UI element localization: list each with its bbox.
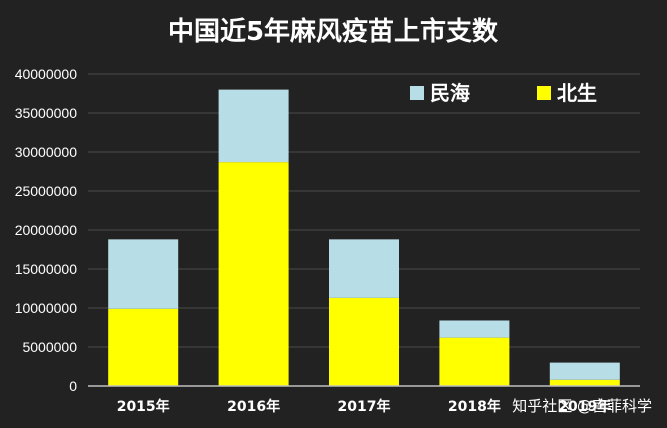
y-tick-label: 40000000 [15,66,78,82]
x-tick-label: 2017年 [338,398,391,415]
watermark-text: 知乎社区 @宫菲科学 [512,397,652,415]
y-tick-label: 5000000 [22,339,77,355]
bar-beisheng-2 [329,297,399,386]
legend: 民海 北生 [410,81,597,105]
y-tick-label: 30000000 [15,144,78,160]
bar-beisheng-4 [549,379,620,386]
y-axis-ticks: 0 5000000 10000000 15000000 20000000 25000000… [15,66,78,394]
bar-minhai-3 [439,320,510,338]
y-tick-label: 10000000 [15,300,78,316]
y-tick-label: 0 [69,378,77,394]
bar-beisheng-0 [108,308,179,386]
bar-minhai-1 [218,89,289,163]
bar-minhai-0 [108,239,179,309]
legend-label: 民海 [430,81,470,105]
y-tick-label: 20000000 [15,222,78,238]
x-tick-label: 2016年 [227,398,280,415]
legend-label: 北生 [557,81,597,105]
y-tick-label: 15000000 [15,261,78,277]
bar-beisheng-3 [439,337,510,386]
legend-swatch [537,86,551,100]
bar-minhai-2 [329,239,399,298]
y-tick-label: 25000000 [15,183,78,199]
bar-beisheng-1 [218,162,289,386]
x-tick-label: 2015年 [117,398,170,415]
x-tick-label: 2018年 [448,398,501,415]
legend-swatch [410,86,424,100]
x-axis: 2015年 2016年 2017年 2018年 2019年 [88,385,640,415]
bar-minhai-4 [549,362,620,380]
bars [108,89,620,386]
x-tick-label: 2019年 [558,398,611,415]
chart-title: 中国近5年麻风疫苗上市支数 [168,16,499,47]
y-tick-label: 35000000 [15,105,78,121]
